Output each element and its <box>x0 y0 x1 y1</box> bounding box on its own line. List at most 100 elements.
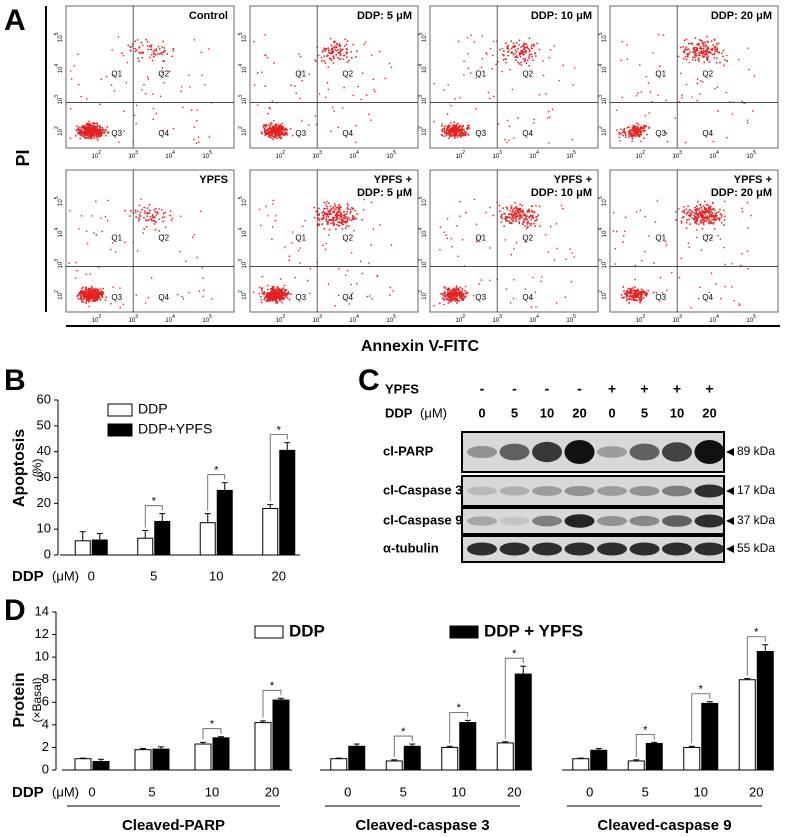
cell-dot <box>707 51 709 53</box>
cell-dot <box>68 262 70 264</box>
cell-dot <box>290 84 293 87</box>
cell-dot <box>256 104 259 106</box>
cell-dot <box>339 216 342 219</box>
cell-dot <box>338 214 341 217</box>
quadrant-label: Q2 <box>342 69 353 78</box>
cell-dot <box>281 130 284 133</box>
cell-dot <box>694 59 697 62</box>
cell-dot <box>645 125 647 128</box>
cell-dot <box>443 135 446 138</box>
treatment-sign: + <box>608 381 616 397</box>
cell-dot <box>514 215 517 218</box>
cell-dot <box>719 208 721 211</box>
quadrant-label: Q2 <box>158 69 169 78</box>
cell-dot <box>109 248 112 251</box>
tick-exponent: 4 <box>716 150 719 156</box>
cell-dot <box>258 292 261 295</box>
cell-dot <box>459 286 462 289</box>
cell-dot <box>100 133 103 135</box>
cell-dot <box>81 290 83 292</box>
quadrant-label: Q4 <box>158 293 169 302</box>
cell-dot <box>146 213 149 215</box>
cell-dot <box>519 55 522 58</box>
tick-base: 10 <box>602 199 608 206</box>
cell-dot <box>699 204 702 207</box>
cell-dot <box>458 294 461 297</box>
cell-dot <box>697 223 700 226</box>
cell-dot <box>702 49 705 52</box>
cell-dot <box>510 218 513 221</box>
cell-dot <box>141 44 144 46</box>
cell-dot <box>351 206 353 209</box>
tick-exponent: 4 <box>172 314 175 320</box>
cell-dot <box>446 291 449 293</box>
cell-dot <box>706 53 709 56</box>
tick-base: 10 <box>602 66 608 73</box>
cell-dot <box>266 56 269 59</box>
bar <box>756 651 774 771</box>
cell-dot <box>351 292 354 295</box>
tick-exponent: 2 <box>598 290 604 293</box>
tick-exponent: 3 <box>238 259 244 262</box>
cell-dot <box>528 50 531 53</box>
x-tick-label: 103 <box>672 150 682 159</box>
cell-dot <box>258 208 261 211</box>
cell-dot <box>448 287 451 290</box>
significance-star: * <box>401 726 406 738</box>
cell-dot <box>525 62 528 65</box>
tick-base: 10 <box>92 154 99 160</box>
cell-dot <box>530 218 533 221</box>
cell-dot <box>128 215 131 217</box>
cell-dot <box>515 42 518 44</box>
tick-base: 10 <box>242 66 248 73</box>
cell-dot <box>445 129 448 132</box>
cell-dot <box>119 306 121 309</box>
tick-exponent: 4 <box>238 64 244 67</box>
cell-dot <box>693 46 696 49</box>
cell-dot <box>461 298 464 301</box>
cell-dot <box>693 49 696 51</box>
cell-dot <box>363 43 365 46</box>
x-axis-label: DDP <box>12 568 44 585</box>
cell-dot <box>150 277 153 279</box>
cell-dot <box>705 207 708 210</box>
cell-dot <box>326 81 329 84</box>
cell-dot <box>328 52 331 55</box>
cell-dot <box>352 94 355 97</box>
tick-base: 10 <box>529 154 536 160</box>
cell-dot <box>688 218 691 221</box>
bar <box>74 758 92 771</box>
cell-dot <box>344 227 347 230</box>
cell-dot <box>520 46 522 49</box>
cell-dot <box>637 295 640 298</box>
cell-dot <box>497 123 500 125</box>
cell-dot <box>266 292 269 294</box>
x-tick-label: 0 <box>88 568 95 583</box>
cell-dot <box>518 217 521 219</box>
cell-dot <box>357 85 359 88</box>
cell-dot <box>682 45 685 48</box>
cell-dot <box>390 66 393 69</box>
cell-dot <box>533 118 535 121</box>
cell-dot <box>337 224 340 227</box>
cell-dot <box>264 291 266 294</box>
tick-exponent: 2 <box>418 290 424 293</box>
cell-dot <box>656 200 659 202</box>
cell-dot <box>336 223 338 226</box>
cell-dot <box>339 54 342 57</box>
y-tick-label: 10 <box>35 649 49 664</box>
cell-dot <box>449 298 452 301</box>
cell-dot <box>92 135 95 137</box>
cell-dot <box>504 138 506 141</box>
cell-dot <box>123 241 126 243</box>
cell-dot <box>74 134 77 137</box>
cell-dot <box>264 132 267 135</box>
cell-dot <box>445 234 447 236</box>
cell-dot <box>526 219 529 221</box>
cell-dot <box>276 292 278 295</box>
cell-dot <box>631 137 634 140</box>
cell-dot <box>180 90 183 93</box>
cell-dot <box>329 210 332 212</box>
cell-dot <box>453 128 456 131</box>
cell-dot <box>712 221 715 224</box>
